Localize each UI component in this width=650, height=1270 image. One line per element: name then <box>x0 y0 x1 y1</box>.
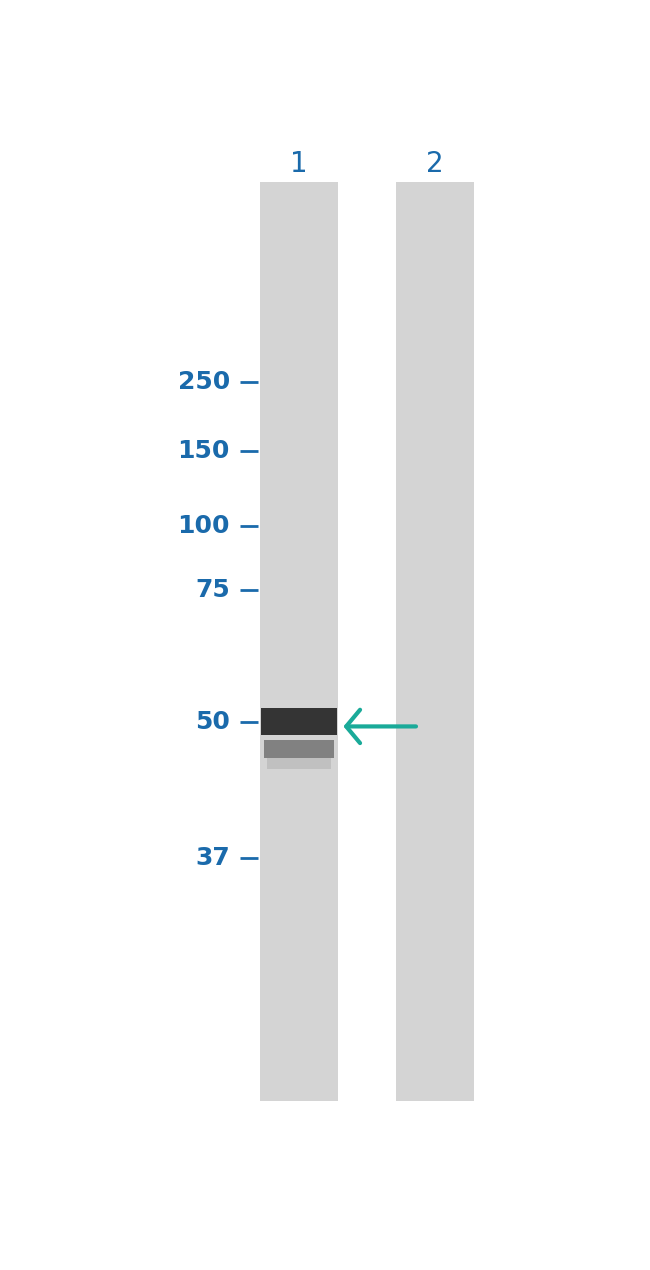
Text: 150: 150 <box>177 438 230 462</box>
Text: 37: 37 <box>195 846 230 870</box>
Text: 75: 75 <box>195 579 230 602</box>
Bar <box>260 182 338 1101</box>
Bar <box>261 707 337 735</box>
Text: 2: 2 <box>426 150 444 178</box>
Text: 1: 1 <box>291 150 308 178</box>
Bar <box>396 182 474 1101</box>
Text: 50: 50 <box>195 710 230 734</box>
Text: 100: 100 <box>177 514 230 538</box>
Text: 250: 250 <box>177 371 230 394</box>
Bar <box>266 758 331 770</box>
Bar <box>264 740 334 758</box>
